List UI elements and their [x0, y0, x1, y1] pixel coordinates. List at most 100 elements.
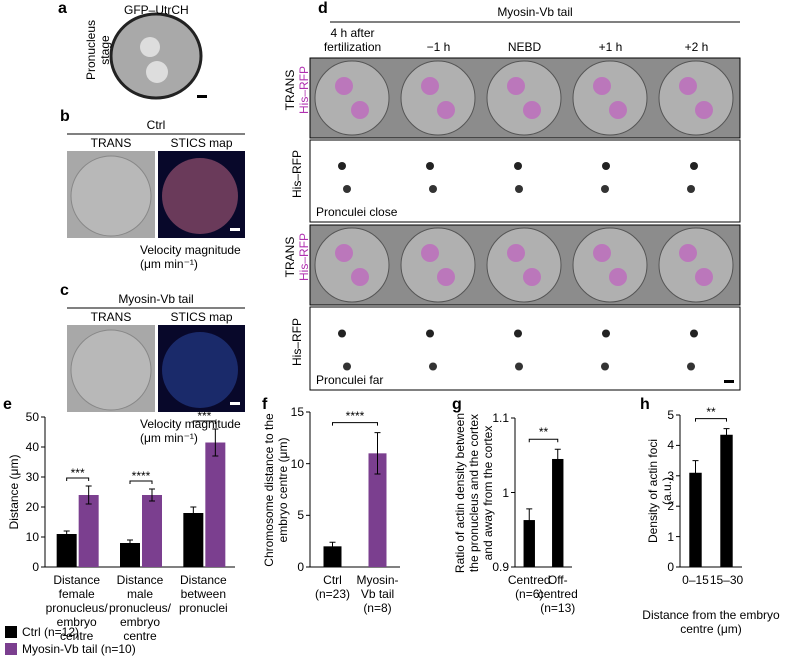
nucleus: [351, 268, 369, 286]
significance-label: ***: [197, 409, 212, 423]
panel-label: f: [262, 396, 268, 413]
embryo: [314, 227, 390, 303]
nucleus: [593, 77, 611, 95]
panel-title: Ctrl: [146, 118, 166, 132]
row-label: His–RFP: [290, 150, 304, 199]
panel-title: Myosin-Vb tail: [118, 292, 194, 306]
chromosome: [338, 162, 346, 170]
bar: [142, 495, 162, 567]
cell-image: [109, 12, 203, 100]
chromosome: [343, 185, 351, 193]
nucleus: [507, 244, 525, 262]
panel-label: d: [318, 0, 328, 17]
row-label: His–RFP: [297, 233, 311, 282]
nucleus: [695, 101, 713, 119]
error-bar: [329, 541, 336, 551]
significance-label: ****: [345, 408, 365, 423]
row-label: His–RFP: [290, 317, 304, 366]
chromosome: [514, 329, 522, 338]
image-label: STICS map: [170, 310, 233, 324]
chromosome: [690, 329, 698, 338]
image-caption: Velocity magnitude (μm min⁻¹): [140, 243, 241, 271]
embryo: [572, 227, 648, 303]
stics-cell: [162, 158, 238, 234]
y-tick-label: 20: [25, 500, 39, 514]
legend-swatch: [5, 626, 17, 638]
significance-label: ***: [70, 466, 85, 480]
chromosome: [601, 362, 609, 371]
nucleus: [421, 244, 439, 262]
significance-bracket: [332, 422, 378, 426]
panel-label: e: [3, 396, 12, 413]
bar: [205, 442, 226, 567]
significance-bracket: [66, 477, 90, 481]
panel-title: Myosin-Vb tail: [497, 5, 573, 19]
image-label: TRANS: [90, 136, 132, 150]
side-label: Pronucleus stage: [84, 19, 112, 80]
nucleus: [351, 101, 369, 119]
significance-label: **: [706, 404, 716, 419]
chromosome: [515, 185, 523, 193]
x-tick-label: Distance male pronucleus/ embryo centre: [108, 573, 172, 643]
cell: [70, 155, 152, 237]
error-bar: [149, 488, 155, 502]
embryo: [400, 60, 476, 136]
nucleus: [609, 268, 627, 286]
panel-label: b: [60, 108, 70, 125]
chromosome: [514, 162, 522, 170]
bar: [552, 458, 564, 567]
x-tick-label: Centred (n=6): [507, 573, 551, 601]
y-tick-label: 2: [667, 499, 674, 514]
x-tick-label: 15–30: [709, 573, 744, 587]
y-tick-label: 3: [667, 468, 674, 483]
chromosome: [602, 162, 610, 170]
error-bar: [374, 432, 381, 475]
y-tick-label: 50: [25, 410, 39, 424]
error-bar: [692, 460, 699, 486]
image-label: STICS map: [170, 136, 233, 150]
error-bar: [526, 508, 533, 532]
bar: [720, 434, 733, 567]
legend-label: Ctrl (n=12): [22, 625, 80, 639]
y-tick-label: 15: [290, 405, 304, 419]
significance-label: **: [538, 425, 549, 440]
nucleus: [335, 77, 353, 95]
y-tick-label: 10: [290, 456, 304, 471]
nucleus: [437, 268, 455, 286]
y-tick-label: 4: [667, 438, 674, 453]
chromosome: [343, 362, 351, 371]
chromosome: [690, 162, 698, 170]
image-caption: Velocity magnitude (μm min⁻¹): [140, 417, 241, 445]
embryo: [486, 60, 562, 136]
bar: [689, 472, 702, 567]
significance-bracket: [695, 418, 727, 422]
bar: [78, 495, 99, 567]
significance-bracket: [129, 480, 153, 484]
error-bar: [212, 428, 219, 457]
significance-bracket: [528, 438, 559, 443]
nucleus: [523, 101, 541, 119]
y-tick-label: 1: [502, 485, 509, 500]
x-tick-label: Ctrl (n=23): [314, 573, 351, 601]
nucleus: [679, 244, 697, 262]
error-bar: [63, 530, 70, 538]
x-axis-label: Distance from the embryo centre (μm): [642, 608, 780, 636]
nucleus: [523, 268, 541, 286]
y-axis-label: Chromosome distance to the embryo centre…: [262, 412, 290, 567]
error-bar: [190, 506, 197, 520]
bar: [523, 520, 535, 567]
bar: [368, 453, 387, 567]
embryo: [658, 227, 734, 303]
pronucleus: [146, 61, 168, 83]
significance-bracket: [192, 420, 216, 424]
bar: [323, 546, 342, 567]
row-note: Pronculei far: [316, 373, 384, 387]
error-bar: [85, 485, 92, 505]
row-frame: [309, 139, 741, 223]
error-bar: [723, 428, 730, 442]
scale-bar: [724, 380, 734, 383]
nucleus: [679, 77, 697, 95]
embryo: [486, 227, 562, 303]
panel-label: a: [58, 0, 67, 17]
